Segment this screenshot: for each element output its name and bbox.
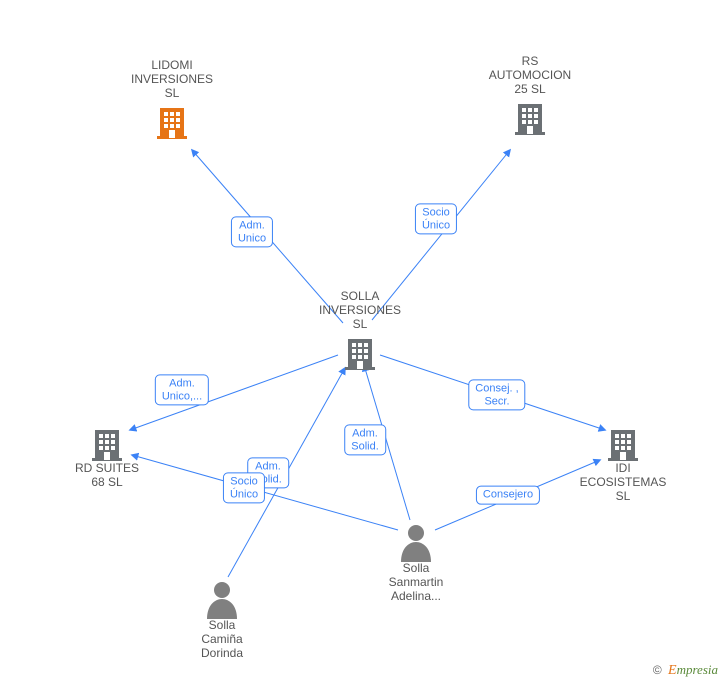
- edge-label: Consej. , Secr.: [468, 379, 525, 410]
- node-idi: IDIECOSISTEMASSL: [563, 422, 683, 503]
- edge-label: Adm. Unico: [231, 216, 273, 247]
- node-label-line: Dorinda: [162, 647, 282, 661]
- node-label-line: AUTOMOCION: [470, 69, 590, 83]
- node-lidomi: LIDOMIINVERSIONESSL: [112, 59, 232, 140]
- node-label-line: 68 SL: [47, 476, 167, 490]
- node-label-line: RD SUITES: [47, 462, 167, 476]
- node-label: RSAUTOMOCION25 SL: [470, 55, 590, 96]
- edge-label: Adm. Solid.: [344, 424, 386, 455]
- node-label-line: ECOSISTEMAS: [563, 476, 683, 490]
- edge-label: Adm. Unico,...: [155, 374, 209, 405]
- node-label-line: Solla: [162, 619, 282, 633]
- node-label-line: Adelina...: [356, 590, 476, 604]
- building-icon: [89, 426, 125, 462]
- building-icon: [605, 426, 641, 462]
- person-icon: [399, 522, 433, 562]
- copyright-symbol: ©: [653, 663, 662, 677]
- node-label: SollaSanmartinAdelina...: [356, 562, 476, 603]
- node-label-line: Sanmartin: [356, 576, 476, 590]
- node-rd_suites: RD SUITES68 SL: [47, 422, 167, 490]
- node-label: LIDOMIINVERSIONESSL: [112, 59, 232, 100]
- node-label-line: 25 SL: [470, 83, 590, 97]
- node-label-line: LIDOMI: [112, 59, 232, 73]
- node-label: SollaCamiñaDorinda: [162, 619, 282, 660]
- node-solla_camina: SollaCamiñaDorinda: [162, 575, 282, 660]
- node-label-line: Solla: [356, 562, 476, 576]
- building-icon: [342, 335, 378, 371]
- edge-label: Socio Único: [415, 203, 457, 234]
- node-label-line: SOLLA: [300, 290, 420, 304]
- node-solla_inv: SOLLAINVERSIONESSL: [300, 290, 420, 371]
- node-label-line: IDI: [563, 462, 683, 476]
- node-rs: RSAUTOMOCION25 SL: [470, 55, 590, 136]
- node-label: RD SUITES68 SL: [47, 462, 167, 490]
- node-label-line: INVERSIONES: [112, 73, 232, 87]
- brand-first-letter: E: [668, 663, 677, 678]
- node-solla_sanmartin: SollaSanmartinAdelina...: [356, 518, 476, 603]
- brand-rest: mpresia: [677, 662, 718, 677]
- node-label-line: SL: [112, 87, 232, 101]
- footer-credit: © Empresia: [653, 662, 718, 679]
- person-icon: [205, 579, 239, 619]
- edge-label: Consejero: [476, 486, 540, 505]
- building-icon: [512, 100, 548, 136]
- node-label: IDIECOSISTEMASSL: [563, 462, 683, 503]
- node-label-line: SL: [563, 490, 683, 504]
- building-icon: [154, 104, 190, 140]
- node-label-line: INVERSIONES: [300, 304, 420, 318]
- node-label-line: RS: [470, 55, 590, 69]
- node-label-line: Camiña: [162, 633, 282, 647]
- node-label-line: SL: [300, 318, 420, 332]
- edge-label: Socio Único: [223, 472, 265, 503]
- node-label: SOLLAINVERSIONESSL: [300, 290, 420, 331]
